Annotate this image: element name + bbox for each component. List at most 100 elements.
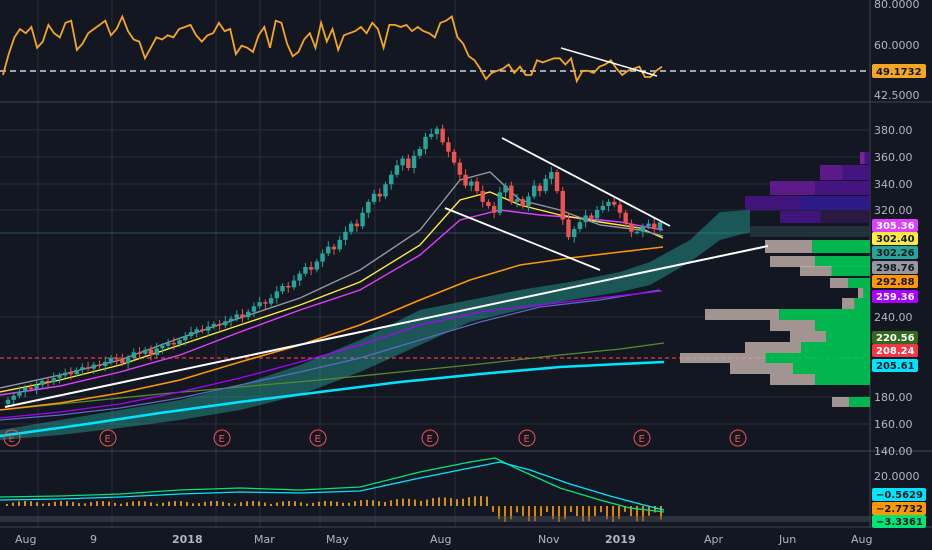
price-tick-140: 140.00 xyxy=(874,445,913,458)
oscillator-bar xyxy=(54,501,56,506)
oscillator-bar xyxy=(270,503,272,506)
oscillator-bar xyxy=(342,502,344,506)
candle-body xyxy=(360,212,365,227)
candle-body xyxy=(68,372,74,375)
x-tick-label: Mar xyxy=(254,533,275,546)
oscillator-bar xyxy=(294,501,296,506)
volume-profile-bar xyxy=(801,342,870,353)
volume-profile-bar xyxy=(770,256,815,267)
volume-profile-bar xyxy=(848,278,870,288)
candle-body xyxy=(125,357,131,364)
oscillator-bar xyxy=(348,502,350,506)
oscillator-bar xyxy=(660,506,662,520)
candle-body xyxy=(606,201,611,206)
oscillator-bar xyxy=(438,497,440,506)
candle-body xyxy=(366,201,371,213)
earnings-marker[interactable] xyxy=(3,429,21,447)
price-badge xyxy=(872,359,918,372)
candle-body xyxy=(577,222,583,230)
candle-body xyxy=(526,196,531,206)
price-badges: 305.36 302.40 302.26 298.76 292.88 259.36 220.… xyxy=(872,219,918,372)
candle-body xyxy=(297,273,302,281)
oscillator-bar xyxy=(414,499,416,506)
wedge-upper-trendline xyxy=(501,137,671,227)
candle-body xyxy=(11,395,16,400)
earnings-marker[interactable] xyxy=(309,429,327,447)
oscillator-badge-label: −2.7732 xyxy=(876,504,923,515)
earnings-marker[interactable] xyxy=(633,429,651,447)
x-tick-label: Jun xyxy=(778,533,796,546)
earnings-marker[interactable] xyxy=(213,429,231,447)
earnings-marker[interactable] xyxy=(729,429,747,447)
oscillator-bar xyxy=(498,506,500,520)
candle-body xyxy=(572,229,577,238)
oscillator-bar xyxy=(540,506,542,517)
candle-body xyxy=(51,378,56,383)
candle-body xyxy=(503,185,508,193)
volume-profile-bar xyxy=(804,226,870,237)
candle-body xyxy=(480,191,485,202)
candle-body xyxy=(74,370,79,375)
candle-body xyxy=(148,349,154,356)
oscillator-bar xyxy=(108,501,110,506)
oscillator-bar xyxy=(480,496,482,506)
oscillator-bar xyxy=(354,501,356,506)
candle-body xyxy=(394,165,400,175)
oscillator-bar xyxy=(600,506,602,513)
candle-body xyxy=(114,357,119,360)
earnings-marker-label: E xyxy=(105,434,111,445)
rsi-value-badge xyxy=(872,64,926,78)
price-badge xyxy=(872,275,918,288)
oscillator-bar xyxy=(168,501,170,506)
x-tick-label: Aug xyxy=(851,533,872,546)
earnings-marker-label: E xyxy=(524,434,530,445)
price-badge xyxy=(872,290,918,303)
oscillator-bar xyxy=(396,499,398,506)
volume-profile-bar xyxy=(815,320,870,331)
oscillator-bar xyxy=(264,502,266,506)
candle-body xyxy=(446,142,451,152)
rsi-line xyxy=(2,14,663,84)
earnings-marker[interactable] xyxy=(99,429,117,447)
price-tick-180: 180.00 xyxy=(874,391,913,404)
candle-body xyxy=(560,191,565,220)
oscillator-cyan-line xyxy=(0,461,665,511)
oscillator-bar xyxy=(150,502,152,506)
oscillator-bar xyxy=(12,502,14,506)
oscillator-bar xyxy=(216,501,218,506)
oscillator-bar xyxy=(510,506,512,520)
candle-body xyxy=(314,261,320,270)
candle-body xyxy=(646,223,651,227)
oscillator-bar xyxy=(162,502,164,506)
candle-body xyxy=(383,184,388,197)
volume-profile-bar xyxy=(770,320,815,331)
oscillator-bar xyxy=(390,500,392,506)
oscillator-histogram xyxy=(6,496,662,522)
price-badge xyxy=(872,219,918,232)
volume-profile-bar xyxy=(793,363,870,374)
candle-body xyxy=(274,291,280,299)
volume-profile-bar xyxy=(842,165,870,180)
candle-body xyxy=(634,231,640,234)
candle-body xyxy=(554,172,560,192)
earnings-marker[interactable] xyxy=(518,429,536,447)
oscillator-bar xyxy=(48,502,50,506)
price-badge xyxy=(872,344,918,357)
candle-body xyxy=(228,318,234,322)
candle-body xyxy=(406,158,411,169)
price-tick-340: 340.00 xyxy=(874,178,913,191)
oscillator-bar xyxy=(210,501,212,506)
volume-profile-bar xyxy=(705,309,780,320)
candle-body xyxy=(91,364,96,369)
earnings-marker[interactable] xyxy=(421,429,439,447)
earnings-marker-label: E xyxy=(427,434,433,445)
candle-body xyxy=(337,239,342,250)
candle-body xyxy=(40,380,45,385)
candle-body xyxy=(623,212,628,224)
candle-body xyxy=(440,128,445,143)
oscillator-bar xyxy=(576,506,578,517)
candle-body xyxy=(326,246,331,254)
oscillator-bar xyxy=(468,497,470,506)
oscillator-bar xyxy=(564,506,566,520)
candle-body xyxy=(154,348,159,356)
